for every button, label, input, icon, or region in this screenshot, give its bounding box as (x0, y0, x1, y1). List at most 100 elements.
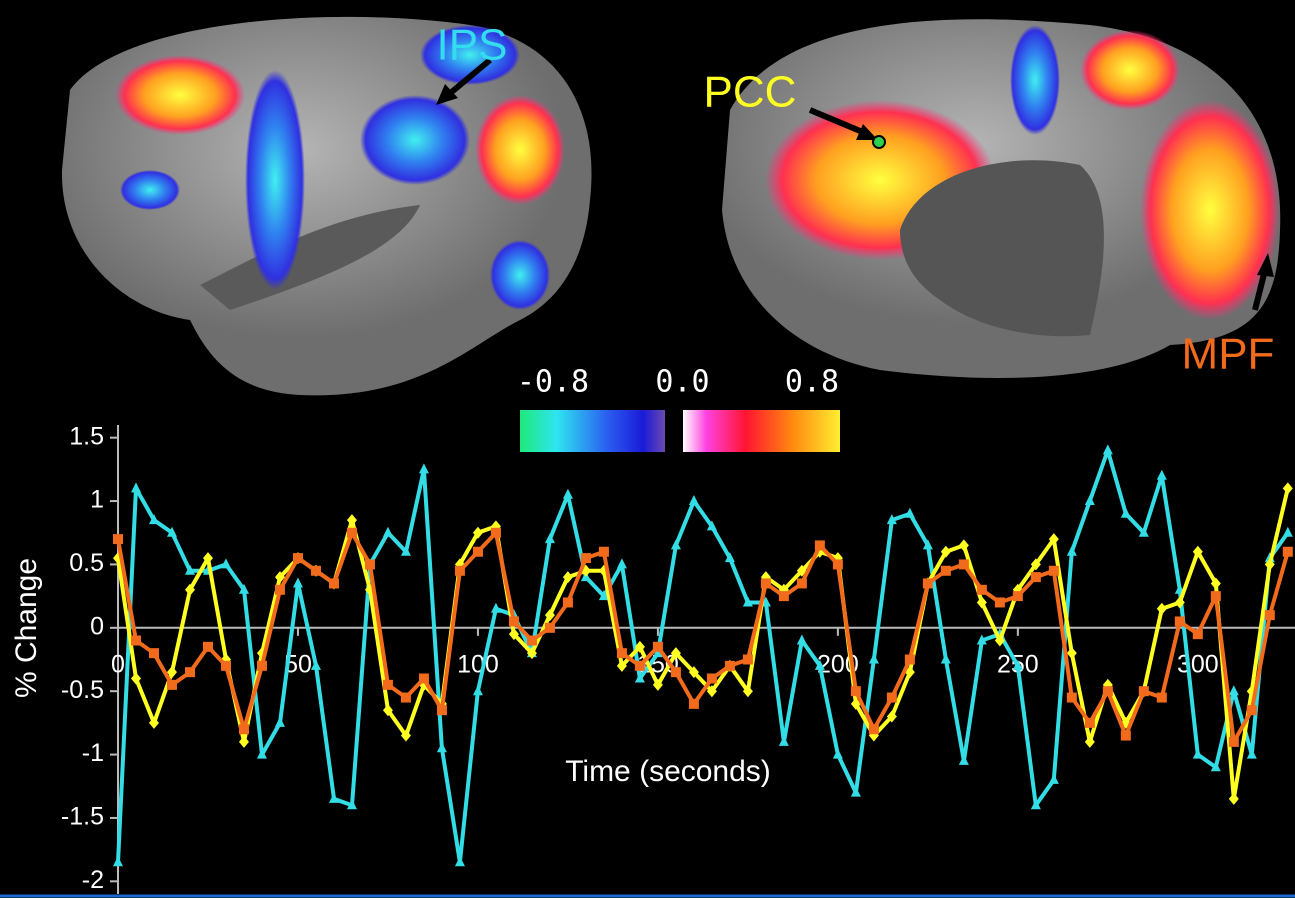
marker (562, 571, 573, 584)
marker (1264, 558, 1275, 571)
region-label: MPF (1182, 330, 1275, 379)
series-line (116, 487, 1290, 801)
marker (130, 672, 141, 685)
x-axis-label: Time (seconds) (565, 755, 771, 788)
y-tick-label: 1 (90, 486, 104, 514)
marker (922, 578, 933, 589)
marker (166, 666, 177, 679)
marker (670, 539, 681, 550)
marker (1174, 616, 1185, 627)
marker (1120, 507, 1131, 518)
series (113, 444, 1293, 867)
marker (1102, 686, 1113, 697)
series-line (116, 448, 1290, 865)
x-tick-label: 300 (1177, 650, 1219, 678)
marker (238, 724, 249, 735)
marker (130, 635, 141, 646)
colorbar-tick-label: 0.8 (785, 365, 839, 400)
marker (1210, 761, 1221, 772)
marker (634, 640, 645, 653)
marker (796, 634, 807, 645)
marker (796, 578, 807, 589)
marker (724, 660, 735, 671)
marker (1210, 577, 1221, 590)
marker (220, 558, 231, 569)
region-label: IPS (437, 21, 508, 70)
marker (1228, 736, 1239, 747)
colorbar-positive (683, 410, 840, 452)
marker (454, 856, 465, 867)
marker (184, 667, 195, 678)
marker (1048, 773, 1059, 784)
marker (1192, 545, 1203, 558)
marker (364, 559, 375, 570)
marker (382, 704, 393, 717)
marker (1012, 659, 1023, 670)
marker (1192, 748, 1203, 759)
marker (922, 539, 933, 550)
marker (1156, 692, 1167, 703)
marker (1120, 730, 1131, 741)
marker (1084, 735, 1095, 748)
marker (418, 673, 429, 684)
marker (652, 641, 663, 652)
marker (238, 583, 249, 594)
marker (832, 748, 843, 759)
marker (688, 698, 699, 709)
marker (472, 526, 483, 539)
marker (148, 648, 159, 659)
marker (1264, 610, 1275, 621)
y-tick-label: -1.5 (61, 803, 104, 831)
marker (472, 685, 483, 696)
marker (706, 520, 717, 531)
marker (940, 545, 951, 558)
y-axis-label: % Change (10, 558, 43, 698)
brain-medial (722, 19, 1281, 378)
marker (436, 705, 447, 716)
marker (382, 526, 393, 537)
marker (1156, 602, 1167, 615)
marker (113, 534, 123, 545)
marker (706, 685, 717, 698)
marker (328, 578, 339, 589)
marker (490, 527, 501, 538)
marker (958, 539, 969, 552)
marker (274, 716, 285, 727)
marker (868, 724, 879, 735)
marker (760, 578, 771, 589)
marker (274, 584, 285, 595)
marker (310, 659, 321, 670)
marker (256, 660, 267, 671)
marker (1030, 799, 1041, 810)
marker (418, 463, 429, 474)
marker (994, 597, 1005, 608)
marker (472, 546, 483, 557)
marker (220, 660, 231, 671)
marker (1174, 596, 1185, 609)
marker (688, 495, 699, 506)
marker (274, 571, 285, 584)
marker (634, 672, 645, 683)
y-tick-label: -1 (82, 739, 104, 767)
marker (1210, 591, 1221, 602)
marker (526, 647, 537, 660)
marker (1246, 748, 1257, 759)
y-tick-label: -2 (82, 866, 104, 894)
marker (958, 559, 969, 570)
marker (886, 692, 897, 703)
marker (490, 602, 501, 613)
marker (400, 545, 411, 556)
marker (598, 590, 609, 601)
x-tick-label: 0 (111, 650, 125, 678)
marker (814, 659, 825, 670)
marker (616, 648, 627, 659)
marker (1030, 572, 1041, 583)
colorbar-negative (520, 410, 665, 452)
marker (742, 654, 753, 665)
marker (1084, 495, 1095, 506)
marker (976, 596, 987, 609)
marker (1228, 685, 1239, 696)
marker (976, 634, 987, 645)
colorbar-tick-label: 0.0 (655, 365, 709, 400)
